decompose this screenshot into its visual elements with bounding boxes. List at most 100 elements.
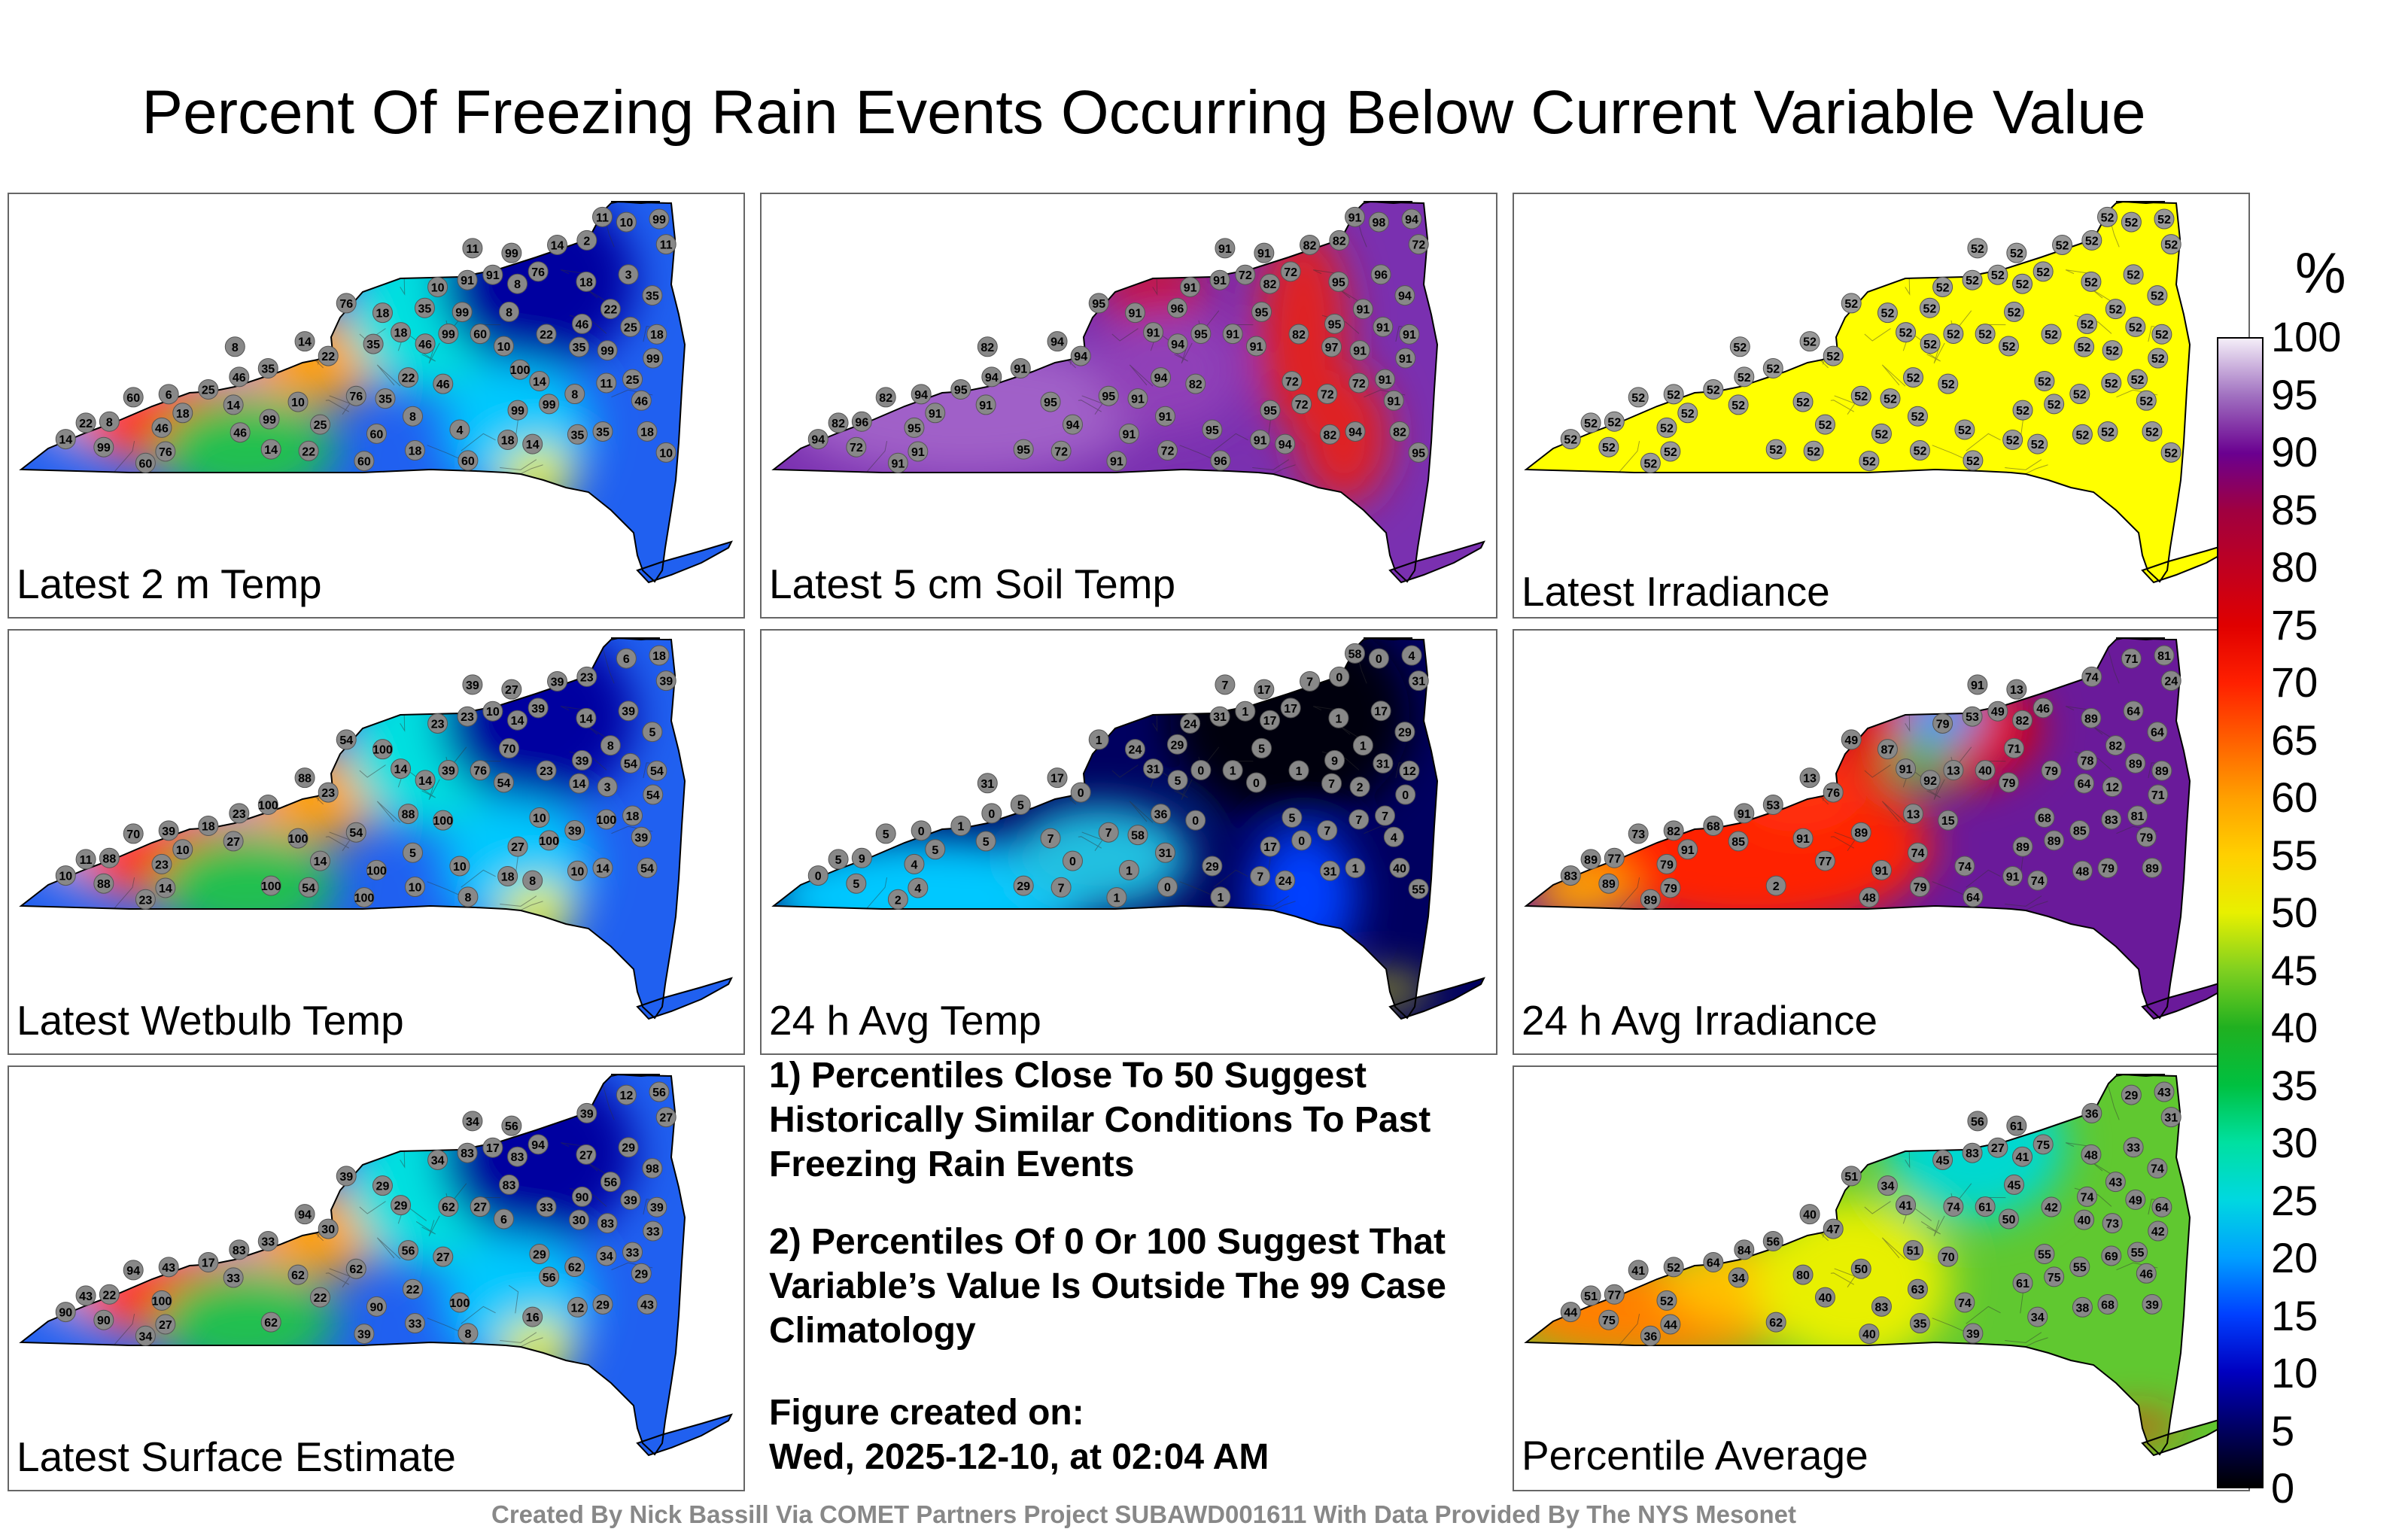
station-marker — [398, 804, 419, 825]
station-value: 1 — [1360, 740, 1367, 753]
station-value: 52 — [2127, 269, 2140, 282]
station-value: 91 — [1159, 411, 1172, 424]
station-value: 14 — [551, 239, 564, 252]
station-marker — [1814, 1287, 1835, 1308]
station-marker — [977, 336, 998, 357]
station-marker — [2125, 316, 2146, 337]
station-value: 34 — [600, 1251, 613, 1263]
station-value: 52 — [2139, 395, 2153, 408]
station-marker — [1254, 679, 1275, 700]
station-marker — [569, 1209, 590, 1230]
long-island-outline — [636, 977, 733, 1020]
station-value: 10 — [409, 882, 422, 895]
station-value: 76 — [531, 266, 545, 279]
station-marker — [1660, 1314, 1681, 1335]
station-marker — [93, 1309, 114, 1330]
station-value: 68 — [2038, 813, 2051, 825]
station-value: 39 — [622, 706, 635, 719]
station-value: 34 — [2031, 1312, 2045, 1324]
station-marker — [458, 450, 479, 471]
station-value: 99 — [646, 353, 660, 366]
station-marker — [318, 782, 339, 803]
station-marker — [646, 1196, 667, 1217]
station-marker — [1328, 707, 1349, 728]
colorbar-tick-label: 10 — [2271, 1349, 2318, 1397]
station-value: 22 — [406, 1284, 420, 1296]
station-value: 79 — [2101, 862, 2115, 875]
station-marker — [1850, 1258, 1871, 1279]
station-marker — [2121, 648, 2142, 669]
station-value: 94 — [1154, 372, 1168, 385]
station-value: 52 — [1978, 329, 1992, 342]
station-value: 61 — [1978, 1202, 1992, 1214]
station-marker — [298, 877, 319, 898]
station-marker — [975, 394, 996, 415]
station-value: 43 — [162, 1262, 175, 1275]
station-value: 16 — [526, 1312, 540, 1324]
station-value: 52 — [2164, 447, 2178, 460]
station-marker — [2136, 826, 2157, 847]
station-marker — [1962, 269, 1983, 290]
station-value: 91 — [979, 400, 993, 412]
station-marker — [567, 424, 588, 445]
station-marker — [631, 390, 652, 411]
station-marker — [1859, 887, 1880, 908]
station-value: 54 — [302, 882, 315, 895]
station-value: 52 — [1907, 372, 1920, 385]
station-value: 79 — [1660, 859, 1674, 871]
station-value: 14 — [526, 439, 540, 451]
station-value: 22 — [302, 445, 315, 458]
station-marker — [2002, 865, 2023, 886]
station-value: 39 — [624, 1194, 637, 1207]
station-marker — [135, 452, 156, 473]
station-marker — [1877, 1175, 1898, 1196]
station-value: 52 — [2031, 439, 2045, 451]
station-marker — [1728, 1267, 1749, 1288]
station-value: 85 — [1732, 836, 1745, 849]
station-value: 6 — [623, 653, 630, 666]
station-marker — [1399, 760, 1420, 781]
station-value: 39 — [568, 825, 582, 838]
station-value: 95 — [1263, 405, 1277, 418]
station-marker — [1275, 433, 1296, 454]
station-marker — [1373, 752, 1394, 774]
station-marker — [536, 1196, 557, 1217]
station-value: 52 — [1875, 428, 1889, 441]
station-marker — [2123, 1137, 2144, 1158]
station-marker — [155, 1314, 176, 1335]
station-value: 10 — [486, 706, 500, 719]
station-value: 72 — [1239, 269, 1252, 282]
station-marker — [1677, 403, 1698, 424]
station-value: 100 — [539, 835, 559, 848]
station-value: 78 — [2081, 755, 2094, 768]
station-value: 35 — [571, 429, 585, 442]
station-value: 39 — [659, 676, 673, 688]
station-marker — [55, 865, 76, 886]
station-value: 35 — [418, 302, 432, 315]
station-value: 34 — [1881, 1181, 1895, 1193]
colorbar-tick-label: 50 — [2271, 889, 2318, 936]
station-value: 52 — [2016, 405, 2029, 418]
station-value: 55 — [2073, 1262, 2087, 1275]
station-marker — [1598, 873, 1619, 894]
station-value: 52 — [1971, 243, 1984, 256]
station-marker — [1998, 1208, 2019, 1230]
station-value: 23 — [431, 718, 445, 731]
station-marker — [649, 208, 670, 229]
station-value: 91 — [1147, 327, 1160, 340]
station-value: 95 — [1255, 306, 1269, 319]
station-marker — [631, 1263, 652, 1284]
station-value: 52 — [1681, 408, 1695, 421]
station-marker — [2072, 1296, 2093, 1318]
station-value: 60 — [357, 456, 371, 469]
station-value: 38 — [2076, 1302, 2090, 1315]
colorbar-tick-label: 0 — [2271, 1464, 2295, 1512]
station-value: 52 — [2084, 276, 2098, 289]
station-value: 55 — [2131, 1247, 2145, 1260]
station-value: 99 — [442, 328, 455, 341]
station-marker — [2101, 372, 2122, 394]
station-value: 72 — [1412, 239, 1425, 252]
station-value: 54 — [646, 789, 660, 802]
created-label: Figure created on: — [769, 1393, 1084, 1433]
station-marker — [1859, 1324, 1880, 1345]
